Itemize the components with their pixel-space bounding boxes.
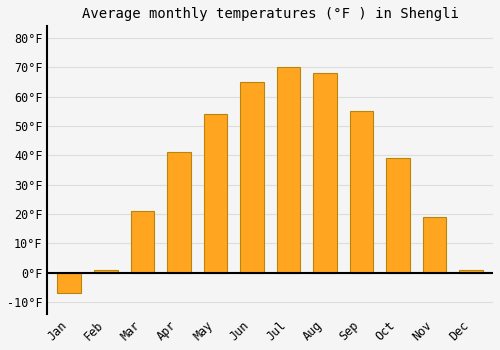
Bar bbox=[240, 82, 264, 273]
Bar bbox=[422, 217, 446, 273]
Bar bbox=[130, 211, 154, 273]
Bar bbox=[58, 273, 81, 293]
Bar bbox=[313, 73, 337, 273]
Title: Average monthly temperatures (°F ) in Shengli: Average monthly temperatures (°F ) in Sh… bbox=[82, 7, 458, 21]
Bar bbox=[167, 153, 191, 273]
Bar bbox=[204, 114, 228, 273]
Bar bbox=[276, 67, 300, 273]
Bar bbox=[460, 270, 483, 273]
Bar bbox=[350, 111, 374, 273]
Bar bbox=[386, 158, 410, 273]
Bar bbox=[94, 270, 118, 273]
